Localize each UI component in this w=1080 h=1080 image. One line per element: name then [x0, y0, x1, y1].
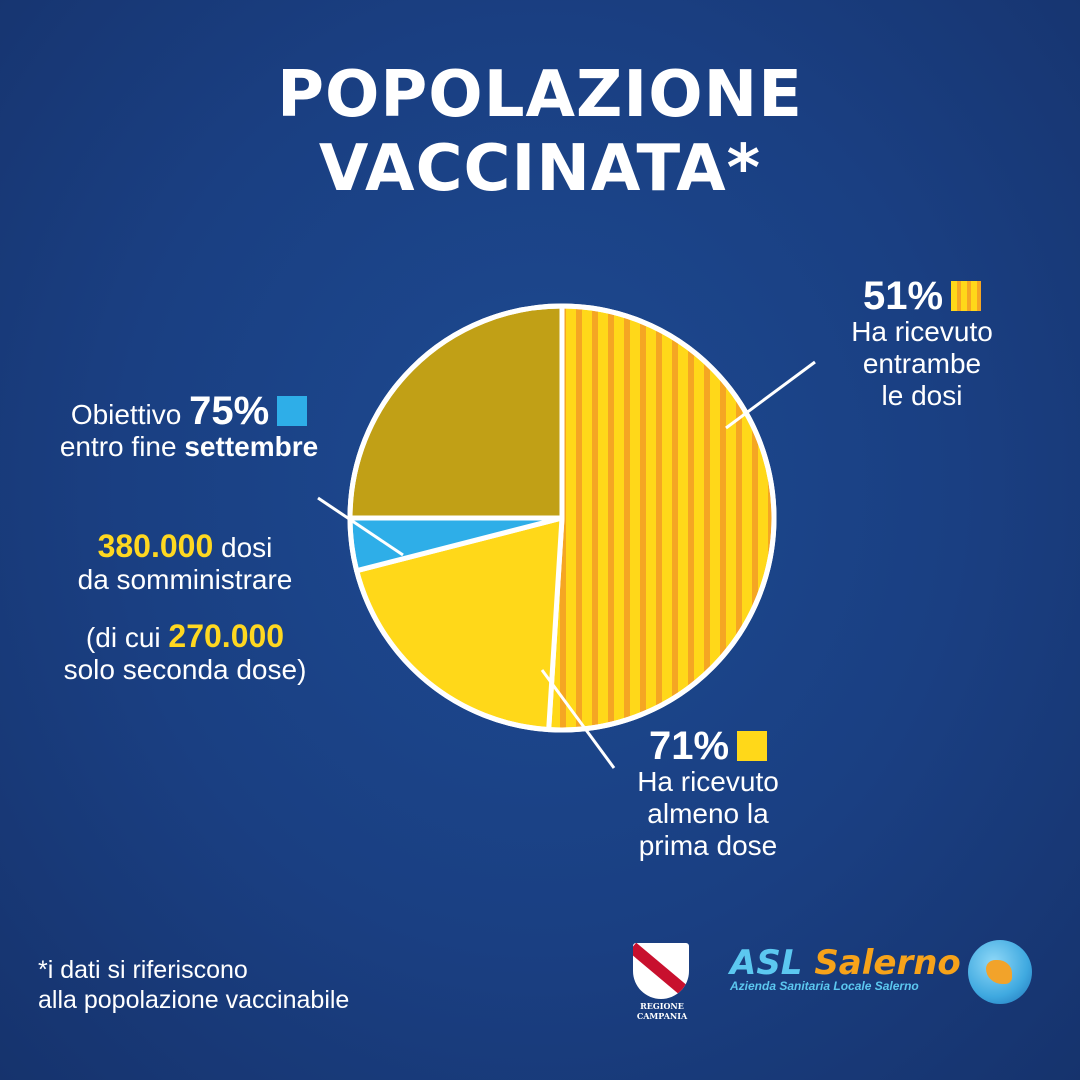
label-both-doses: 51% Ha ricevuto entrambe le dosi	[812, 276, 1032, 412]
leader-line-71	[540, 669, 616, 769]
regione-logo-text: REGIONE CAMPANIA	[636, 1001, 688, 1021]
label-51-line3: le dosi	[881, 380, 963, 411]
regione-campania-logo: REGIONE CAMPANIA	[620, 943, 704, 1021]
target-line2a: entro fine	[59, 431, 177, 462]
legend-swatch-cyan	[277, 396, 308, 426]
target-prefix: Obiettivo	[70, 399, 182, 430]
pct-51: 51%	[862, 274, 944, 318]
second-line2: solo seconda dose)	[63, 654, 307, 685]
title-line-1: POPOLAZIONE	[277, 58, 803, 132]
pct-75: 75%	[189, 389, 270, 433]
label-first-dose: 71% Ha ricevuto almeno la prima dose	[608, 726, 808, 862]
footnote-line2: alla popolazione vaccinabile	[38, 986, 350, 1014]
pct-71: 71%	[648, 724, 730, 768]
pie-slice-25	[347, 303, 565, 521]
page-title: POPOLAZIONE VACCINATA*	[0, 58, 1080, 206]
second-number: 270.000	[168, 618, 285, 654]
doses-line2: da somministrare	[77, 564, 293, 595]
label-doses: 380.000 dosi da somministrare	[30, 530, 340, 596]
legend-swatch-striped	[951, 281, 982, 311]
label-second-dose: (di cui 270.000 solo seconda dose)	[20, 620, 350, 686]
label-71-line1: Ha ricevuto	[637, 766, 779, 797]
leader-line-75	[317, 496, 404, 557]
asl-globe-icon	[968, 940, 1032, 1004]
leader-line-51	[725, 360, 816, 430]
pie-slice-51	[546, 303, 777, 733]
asl-salerno-logo: ASL Salerno Azienda Sanitaria Locale Sal…	[730, 945, 970, 993]
doses-number: 380.000	[97, 528, 214, 564]
label-71-line2: almeno la	[647, 798, 769, 829]
label-51-line2: entrambe	[862, 348, 982, 379]
doses-word: dosi	[221, 532, 273, 563]
second-open: (di cui	[85, 622, 161, 653]
title-line-2: VACCINATA*	[318, 132, 762, 206]
regione-shield-icon	[633, 943, 689, 999]
target-line2b: settembre	[184, 431, 319, 462]
label-71-line3: prima dose	[638, 830, 778, 861]
asl-logo-salerno: Salerno	[814, 943, 961, 983]
label-51-line1: Ha ricevuto	[851, 316, 993, 347]
asl-logo-subtitle: Azienda Sanitaria Locale Salerno	[730, 979, 919, 993]
label-target: Obiettivo 75% entro fine settembre	[14, 391, 364, 463]
footnote-line1: *i dati si riferiscono	[38, 956, 248, 984]
legend-swatch-yellow	[737, 731, 768, 761]
asl-logo-asl: ASL	[730, 943, 803, 983]
footnote: *i dati si riferiscono alla popolazione …	[38, 955, 349, 1015]
